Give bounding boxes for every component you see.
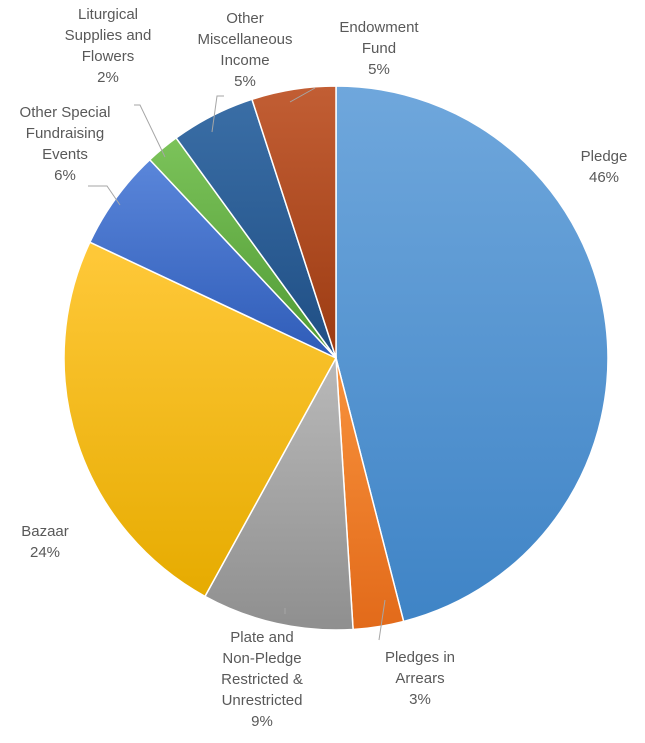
data-label-percent: 9% — [251, 713, 273, 730]
data-label-line: Pledges in — [384, 649, 456, 666]
data-label-percent: 5% — [368, 61, 390, 78]
data-label-percent: 5% — [234, 73, 256, 90]
data-label-line: Plate and — [230, 629, 294, 646]
data-label-line: Bazaar — [21, 523, 69, 540]
data-label-line: Unrestricted — [221, 692, 303, 709]
data-label-percent: 46% — [588, 169, 620, 186]
leader-line — [88, 185, 121, 206]
leader-lines — [88, 87, 386, 641]
data-label-line: Endowment — [339, 19, 419, 36]
data-label-percent: 2% — [97, 69, 119, 86]
data-label-percent: 6% — [54, 167, 76, 184]
data-label-percent: 24% — [29, 544, 61, 561]
leader-line — [134, 104, 166, 158]
data-label-line: Income — [220, 52, 270, 69]
data-label: Plate and Non-Pledge Restricted & Unrestric… — [221, 627, 303, 732]
data-label-line: Other — [226, 10, 264, 27]
data-label: Other Special Fundraising Events 6% — [20, 102, 111, 186]
data-label-line: Non-Pledge — [222, 650, 302, 667]
leader-line — [289, 87, 316, 103]
data-label: Liturgical Supplies and Flowers 2% — [65, 4, 152, 88]
data-label: Pledges in Arrears 3% — [385, 647, 455, 710]
data-label-line: Arrears — [395, 670, 445, 687]
pie-slice-bazaar — [63, 241, 338, 598]
pie-slice-pledge — [335, 85, 609, 623]
data-label: Other Miscellaneous Income 5% — [197, 8, 292, 92]
pie-slice-plate-and-non-pledge-restricted-unrestricted — [203, 355, 354, 631]
data-label-line: Events — [42, 146, 88, 163]
data-label-line: Fund — [361, 40, 397, 57]
data-label-line: Liturgical — [77, 6, 139, 23]
leader-line — [211, 95, 224, 133]
leader-line — [378, 599, 386, 641]
pie-slice-endowment-fund — [251, 85, 337, 359]
data-label-percent: 3% — [409, 691, 431, 708]
data-label: Endowment Fund 5% — [339, 17, 418, 80]
data-label-line: Flowers — [81, 48, 135, 65]
data-label-line: Supplies and — [64, 27, 152, 44]
pie-slices — [63, 85, 609, 631]
data-label-line: Fundraising — [25, 125, 105, 142]
data-label: Bazaar 24% — [21, 521, 69, 563]
data-label-line: Pledge — [580, 148, 628, 165]
data-label-line: Restricted & — [221, 671, 303, 688]
data-label-line: Miscellaneous — [197, 31, 293, 48]
data-label-line: Other Special — [19, 104, 111, 121]
data-label: Pledge 46% — [581, 146, 628, 188]
